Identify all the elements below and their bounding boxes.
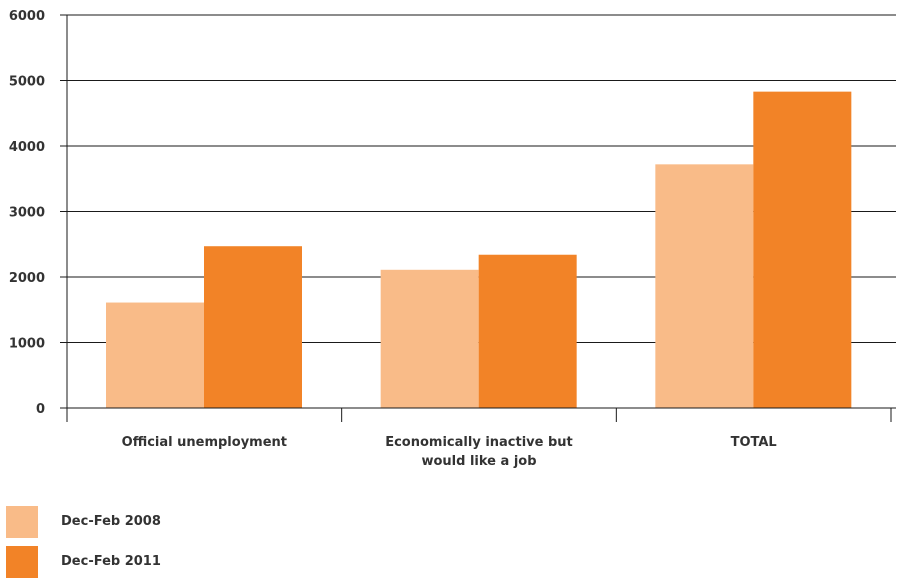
y-tick-label: 0 bbox=[36, 402, 45, 417]
bar-1-3 bbox=[655, 164, 754, 408]
x-category-label: TOTAL bbox=[731, 435, 777, 450]
bar-2-1 bbox=[204, 246, 302, 408]
bar-chart: 0 1000 2000 3000 4000 5000 6000 Official unemp… bbox=[9, 9, 896, 469]
y-axis-tick-labels: 0 1000 2000 3000 4000 5000 6000 bbox=[9, 9, 45, 417]
x-category-label: Economically inactive but would like a jo… bbox=[385, 435, 573, 469]
legend-swatch-series-1 bbox=[6, 506, 38, 538]
legend-item-series-2: Dec-Feb 2011 bbox=[6, 546, 306, 578]
legend-label-series-1: Dec-Feb 2008 bbox=[61, 514, 161, 529]
legend-label-series-2: Dec-Feb 2011 bbox=[61, 554, 161, 569]
bar-2-2 bbox=[478, 254, 577, 408]
y-tick-label: 2000 bbox=[9, 271, 45, 286]
x-category-label: Official unemployment bbox=[122, 435, 287, 450]
axes bbox=[60, 15, 896, 422]
y-tick-label: 5000 bbox=[9, 75, 45, 90]
bars bbox=[106, 91, 852, 408]
y-tick-label: 3000 bbox=[9, 206, 45, 221]
y-tick-label: 6000 bbox=[9, 9, 45, 24]
y-tick-label: 4000 bbox=[9, 140, 45, 155]
legend-item-series-1: Dec-Feb 2008 bbox=[6, 506, 306, 538]
bar-1-2 bbox=[380, 269, 479, 408]
bar-2-3 bbox=[753, 91, 852, 408]
bar-1-1 bbox=[106, 302, 204, 408]
y-tick-label: 1000 bbox=[9, 337, 45, 352]
legend-swatch-series-2 bbox=[6, 546, 38, 578]
x-axis-category-labels: Official unemployment Economically inacti… bbox=[122, 435, 777, 469]
